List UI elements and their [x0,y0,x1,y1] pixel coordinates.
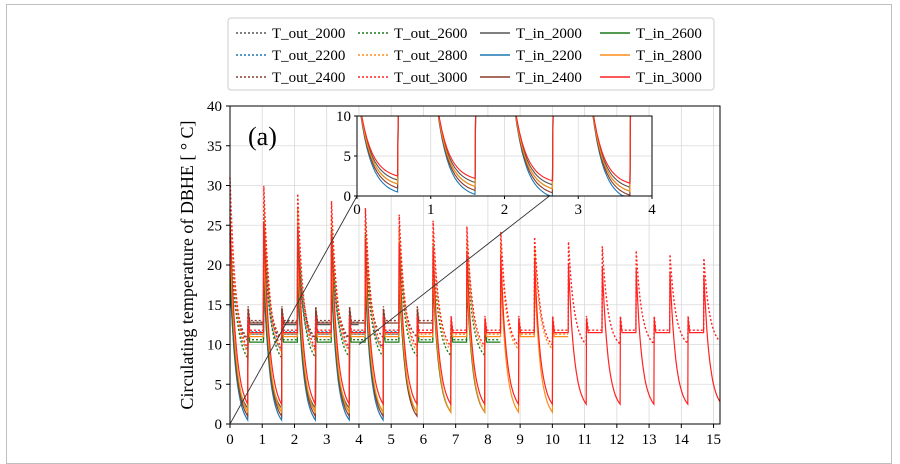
inset-x-tick-label: 3 [575,202,583,218]
inset-series-T_in_2000 [361,116,632,188]
inset-y-tick-label: 10 [336,109,351,125]
inset-series-T_in_2200 [360,116,632,196]
series-T_in_3000 [229,217,721,407]
inset-x-tick-label: 1 [427,202,435,218]
legend-label-T_in_2400: T_in_2400 [516,70,582,86]
x-tick-label: 13 [642,432,657,448]
inset-series-T_in_2400 [360,116,632,196]
series-layer [229,177,721,422]
legend-label-T_in_2800: T_in_2800 [636,48,702,64]
y-tick-label: 0 [215,417,223,433]
inset-x-tick-label: 0 [353,202,361,218]
legend-label-T_out_2000: T_out_2000 [272,26,345,42]
y-tick-label: 30 [207,179,222,195]
inset-y-tick-label: 5 [344,149,352,165]
x-tick-label: 11 [577,432,591,448]
x-tick-label: 4 [355,432,363,448]
inset-series [360,116,632,196]
legend-box [227,17,715,91]
x-tick-label: 9 [516,432,524,448]
x-tick-label: 3 [323,432,331,448]
y-tick-label: 20 [207,258,222,274]
y-tick-label: 15 [207,298,222,314]
legend-label-T_in_2600: T_in_2600 [636,26,702,42]
legend-label-T_in_2000: T_in_2000 [516,26,582,42]
x-tick-label: 1 [258,432,266,448]
legend-label-T_out_2200: T_out_2200 [272,48,345,64]
inset-x-tick-label: 2 [501,202,509,218]
inset-y-tick-label: 0 [344,189,352,205]
y-tick-label: 10 [207,338,222,354]
x-tick-label: 8 [484,432,492,448]
y-tick-label: 40 [207,99,222,115]
x-tick-label: 12 [609,432,624,448]
x-tick-label: 2 [291,432,299,448]
x-tick-label: 14 [674,432,690,448]
zoom-connector [229,195,358,425]
inset-series-T_in_2800 [360,116,632,192]
x-tick-label: 10 [545,432,560,448]
panel-label: (a) [248,122,277,151]
series-T_out_2800 [229,193,569,355]
series-T_out_3000 [229,177,721,352]
legend-label-T_in_2200: T_in_2200 [516,48,582,64]
x-tick-label: 5 [387,432,395,448]
legend: T_out_2000 T_out_2600 T_in_2000 T_in_2600 T_… [227,17,715,91]
legend-label-T_in_3000: T_in_3000 [636,70,702,86]
inset-x-tick-label: 4 [648,202,656,218]
legend-label-T_out_2400: T_out_2400 [272,70,345,86]
y-tick-label: 5 [215,377,223,393]
inset-series-T_in_3000 [361,116,632,184]
y-axis-label: Circulating temperature of DBHE [ ° C] [177,120,197,409]
y-tick-label: 25 [207,218,222,234]
legend-label-T_out_2800: T_out_2800 [394,48,467,64]
x-tick-label: 7 [452,432,460,448]
x-tick-label: 0 [226,432,234,448]
legend-label-T_out_2600: T_out_2600 [394,26,467,42]
y-tick-label: 35 [207,139,222,155]
legend-label-T_out_3000: T_out_3000 [394,70,467,86]
x-tick-label: 6 [420,432,428,448]
inset-plot: 0 1 2 3 4 0 5 10 [229,109,656,425]
x-tick-label: 15 [706,432,721,448]
